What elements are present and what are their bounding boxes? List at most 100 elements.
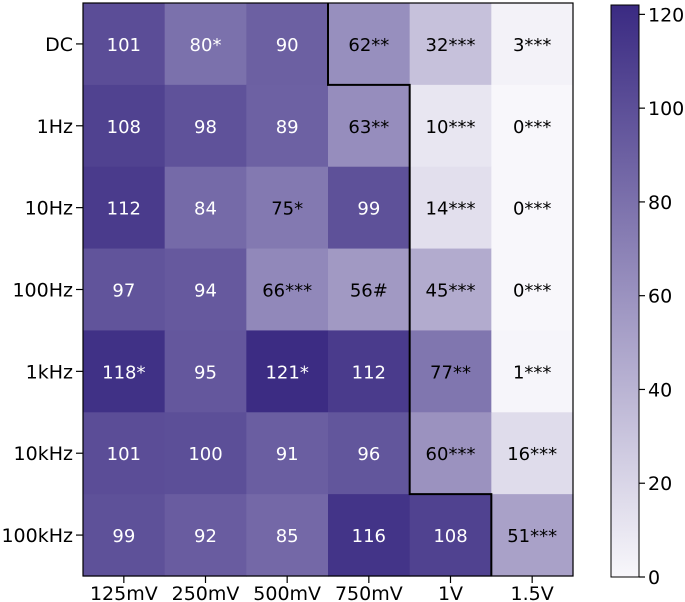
cell-value-label: 16***	[507, 444, 557, 465]
cell-value-label: 32***	[426, 35, 476, 56]
x-tick-label: 500mV	[253, 583, 321, 602]
x-axis-ticks: 125mV 250mV 500mV 750mV 1V 1.5V	[90, 576, 554, 602]
cell-value-label: 96	[357, 444, 380, 465]
cell-value-label: 101	[107, 35, 141, 56]
cell-value-label: 80*	[190, 35, 222, 56]
heatmap-cell-DC-125mV	[83, 3, 166, 86]
heatmap-cell-100kHz-1.5V	[491, 494, 574, 577]
colorbar-tick-label: 20	[648, 473, 672, 495]
cell-value-label: 108	[107, 117, 141, 138]
cell-value-label: 85	[276, 526, 299, 547]
x-tick-label: 750mV	[335, 583, 403, 602]
heatmap-cell-100Hz-250mV	[164, 248, 247, 332]
cell-value-label: 0***	[513, 117, 551, 138]
x-tick-label: 125mV	[90, 583, 158, 602]
heatmap-cell-100Hz-750mV	[328, 248, 411, 332]
heatmap-cell-1Hz-250mV	[164, 84, 247, 168]
heatmap-cell-1kHz-500mV	[246, 330, 329, 413]
heatmap-cell-100kHz-1V	[409, 494, 492, 577]
cell-value-label: 101	[107, 444, 141, 465]
heatmap-cell-10Hz-500mV	[246, 166, 329, 250]
cell-value-label: 66***	[262, 280, 312, 301]
colorbar-tick-label: 80	[648, 192, 672, 214]
y-tick-label: DC	[45, 34, 73, 56]
cell-value-label: 95	[194, 362, 217, 383]
colorbar-tick-label: 40	[648, 379, 672, 401]
heatmap-cell-10Hz-1V	[409, 166, 492, 250]
significance-boundary-line	[327, 3, 493, 576]
cell-value-label: 45***	[426, 280, 476, 301]
heatmap-cell-1kHz-750mV	[328, 330, 411, 413]
heatmap-cell-10Hz-750mV	[328, 166, 411, 250]
cell-value-label: 10***	[426, 117, 476, 138]
heatmap-cell-10kHz-1.5V	[491, 412, 574, 495]
y-tick-label: 1kHz	[26, 361, 73, 383]
cell-value-label: 63**	[348, 117, 389, 138]
heatmap-cell-1Hz-750mV	[328, 84, 411, 168]
heatmap-cell-10kHz-1V	[409, 412, 492, 495]
cell-value-label: 51***	[507, 526, 557, 547]
heatmap-cell-10kHz-500mV	[246, 412, 329, 495]
cell-value-label: 14***	[426, 199, 476, 220]
cell-value-label: 0***	[513, 199, 551, 220]
heatmap-cell-10kHz-750mV	[328, 412, 411, 495]
cell-value-label: 77**	[430, 362, 471, 383]
cell-value-label: 112	[352, 362, 386, 383]
heatmap-cell-DC-1V	[409, 3, 492, 86]
heatmap-cell-DC-1.5V	[491, 3, 574, 86]
heatmap-cell-100Hz-125mV	[83, 248, 166, 332]
cell-value-label: 3***	[513, 35, 551, 56]
x-tick-label: 1.5V	[511, 583, 554, 602]
cell-value-label: 84	[194, 199, 217, 220]
heatmap-cell-1Hz-500mV	[246, 84, 329, 168]
colorbar-ticks: 0 20 40 60 80 100 120	[639, 4, 684, 589]
heatmap-cell-100kHz-500mV	[246, 494, 329, 577]
heatmap-cell-10Hz-250mV	[164, 166, 247, 250]
heatmap-cell-1Hz-1V	[409, 84, 492, 168]
x-tick-label: 1V	[438, 583, 463, 602]
cell-value-label: 75*	[271, 199, 303, 220]
heatmap-cell-100Hz-1.5V	[491, 248, 574, 332]
y-tick-label: 100Hz	[12, 279, 73, 301]
heatmap-cell-DC-750mV	[328, 3, 411, 86]
x-tick-label: 250mV	[172, 583, 240, 602]
heatmap-cell-DC-250mV	[164, 3, 247, 86]
heatmap-cell-10kHz-250mV	[164, 412, 247, 495]
cell-value-label: 89	[276, 117, 299, 138]
heatmap-cell-10Hz-1.5V	[491, 166, 574, 250]
cell-value-label: 94	[194, 280, 217, 301]
y-tick-label: 1Hz	[37, 116, 73, 138]
cell-value-label: 112	[107, 199, 141, 220]
cell-value-label: 121*	[265, 362, 308, 383]
cell-value-label: 116	[352, 526, 386, 547]
y-tick-label: 100kHz	[1, 525, 73, 547]
heatmap-cell-1kHz-1V	[409, 330, 492, 413]
heatmap-cell-1Hz-125mV	[83, 84, 166, 168]
cell-value-label: 98	[194, 117, 217, 138]
heatmap-cell-100kHz-250mV	[164, 494, 247, 577]
heatmap-cell-1kHz-250mV	[164, 330, 247, 413]
heatmap-cells	[83, 3, 574, 577]
colorbar-tick-label: 100	[648, 98, 684, 120]
cell-value-label: 90	[276, 35, 299, 56]
cell-value-label: 62**	[348, 35, 389, 56]
colorbar-tick-label: 0	[648, 567, 660, 589]
cell-value-label: 56#	[350, 280, 388, 301]
y-tick-label: 10kHz	[14, 443, 73, 465]
heatmap-cell-10kHz-125mV	[83, 412, 166, 495]
cell-value-label: 0***	[513, 280, 551, 301]
heatmap-cell-10Hz-125mV	[83, 166, 166, 250]
cell-value-label: 91	[276, 444, 299, 465]
heatmap-cell-1Hz-1.5V	[491, 84, 574, 168]
y-tick-label: 10Hz	[25, 198, 73, 220]
y-axis-ticks: DC 1Hz 10Hz 100Hz 1kHz 10kHz 100kHz	[1, 34, 83, 547]
cell-value-label: 99	[357, 199, 380, 220]
cell-value-label: 60***	[426, 444, 476, 465]
cell-value-label: 99	[112, 526, 135, 547]
heatmap-cell-DC-500mV	[246, 3, 329, 86]
cell-value-label: 100	[188, 444, 222, 465]
heatmap-cell-100kHz-125mV	[83, 494, 166, 577]
cell-value-label: 1***	[513, 362, 551, 383]
cell-value-label: 92	[194, 526, 217, 547]
